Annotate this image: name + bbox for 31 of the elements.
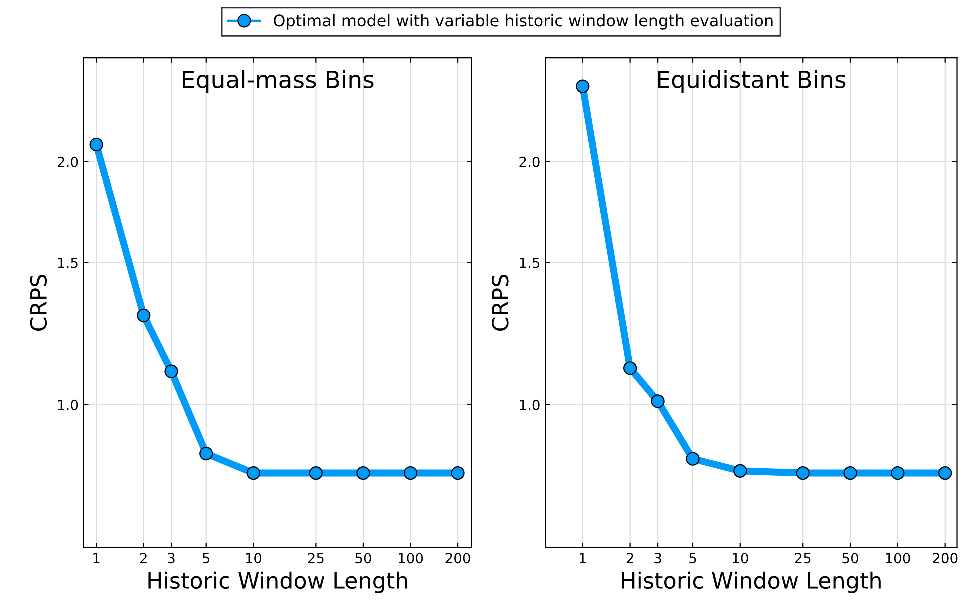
x-tick-label: 10 <box>733 553 748 564</box>
text: Equidistant Bins <box>658 70 846 94</box>
x-tick-label: 2 <box>626 553 634 564</box>
y-tick-label: 1.0 <box>58 400 78 410</box>
x-tick-label: 10 <box>246 553 262 564</box>
y-tick-label: 2.0 <box>520 156 540 168</box>
y-tick-label: 1.0 <box>520 400 540 410</box>
text: Equal-mass Bins <box>183 70 374 94</box>
x-tick-label: 25 <box>308 553 324 564</box>
x-tick-label: 50 <box>842 553 858 564</box>
y-axis-title: CRPS <box>492 275 509 331</box>
x-tick-label: 1 <box>94 553 100 564</box>
x-tick-label: 50 <box>356 553 372 564</box>
y-tick-label: 1.5 <box>58 258 78 268</box>
x-tick-label: 2 <box>140 553 147 564</box>
x-axis-title: Historic Window Length <box>622 572 881 594</box>
y-axis-title: CRPS <box>30 275 48 331</box>
legend-label: Optimal model with variable historic window length evaluation <box>274 14 773 30</box>
y-tick-label: 2.0 <box>58 156 78 168</box>
x-axis-title: Historic Window Length <box>148 572 408 594</box>
x-tick-label: 200 <box>933 553 958 564</box>
x-tick-label: 1 <box>580 553 586 564</box>
x-tick-label: 3 <box>168 553 175 564</box>
x-tick-label: 5 <box>690 553 696 564</box>
x-tick-label: 100 <box>886 553 910 564</box>
x-tick-label: 200 <box>446 553 470 564</box>
x-tick-label: 100 <box>399 553 424 564</box>
y-tick-label: 1.5 <box>520 258 540 268</box>
x-tick-label: 3 <box>654 553 662 564</box>
x-tick-label: 5 <box>203 553 210 564</box>
x-tick-label: 25 <box>795 553 811 564</box>
